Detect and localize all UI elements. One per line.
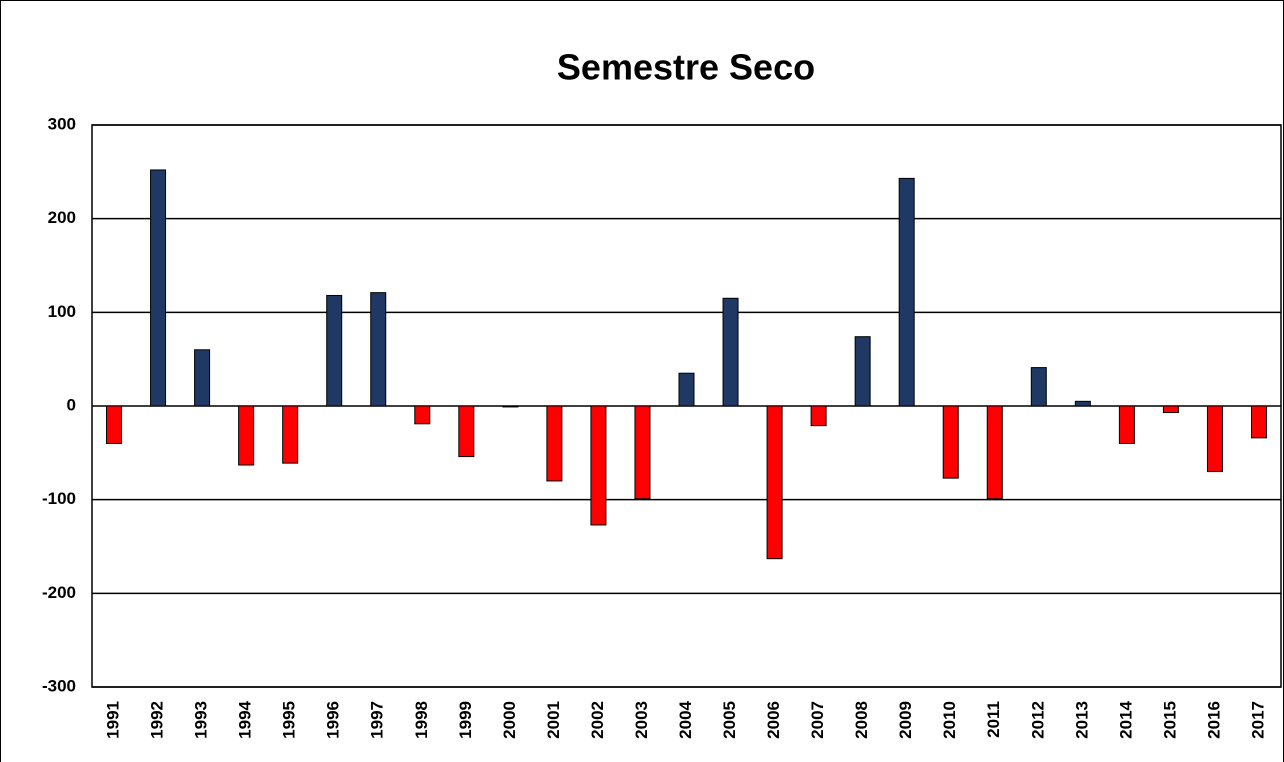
bar [546, 405, 563, 482]
bar [1118, 405, 1135, 444]
bar [106, 405, 123, 444]
x-tick-label: 2001 [544, 701, 563, 739]
x-tick-label: 1997 [368, 701, 387, 739]
y-tick-label: 300 [48, 114, 76, 133]
x-tick-label: 2000 [500, 701, 519, 739]
x-tick-label: 2003 [632, 701, 651, 739]
bar [414, 405, 431, 425]
x-tick-label: 2017 [1248, 701, 1267, 739]
bar [1162, 405, 1179, 414]
x-tick-label: 2016 [1204, 701, 1223, 739]
bar [898, 177, 915, 407]
x-tick-label: 2009 [896, 701, 915, 739]
x-tick-label: 2005 [720, 701, 739, 739]
bar [194, 349, 211, 407]
x-tick-label: 2013 [1072, 701, 1091, 739]
bar [986, 405, 1003, 500]
x-tick-label: 2004 [676, 700, 695, 738]
x-tick-label: 2011 [984, 701, 1003, 738]
x-tick-label: 2007 [808, 701, 827, 739]
chart-title: Semestre Seco [557, 47, 815, 88]
x-tick-label: 1992 [148, 701, 167, 739]
bar [282, 405, 299, 464]
bar [1030, 367, 1047, 407]
bar [1206, 405, 1223, 473]
y-tick-label: 200 [48, 208, 76, 227]
y-tick-label: -300 [42, 676, 76, 695]
x-tick-label: 1995 [280, 701, 299, 739]
y-tick-label: -200 [42, 583, 76, 602]
x-tick-label: 1999 [456, 701, 475, 739]
x-tick-label: 2010 [940, 701, 959, 739]
x-tick-label: 1996 [324, 701, 343, 739]
y-tick-label: -100 [42, 489, 76, 508]
x-tick-label: 2006 [764, 701, 783, 739]
bar [370, 292, 387, 407]
x-tick-label: 1998 [412, 701, 431, 739]
y-tick-label: 0 [67, 395, 76, 414]
x-tick-label: 2014 [1116, 700, 1135, 738]
bar [1250, 405, 1267, 439]
x-tick-label: 2015 [1160, 701, 1179, 739]
bar [634, 405, 651, 500]
x-tick-label: 2002 [588, 701, 607, 739]
bar [590, 405, 607, 526]
x-tick-label: 2008 [852, 701, 871, 739]
bar [502, 405, 519, 408]
x-tick-label: 1993 [192, 701, 211, 739]
bar [766, 405, 783, 560]
bar [854, 336, 871, 407]
bar [458, 405, 475, 458]
x-tick-label: 1991 [104, 701, 123, 739]
x-tick-label: 2012 [1028, 701, 1047, 739]
bar [150, 169, 167, 407]
bar [238, 405, 255, 466]
bar [678, 372, 695, 407]
bar [942, 405, 959, 479]
x-tick-label: 1994 [236, 700, 255, 738]
plot-border [91, 124, 1282, 688]
bar [810, 405, 827, 427]
y-tick-label: 100 [48, 302, 76, 321]
bar [722, 297, 739, 407]
bar [1074, 400, 1091, 407]
bar [326, 294, 343, 407]
